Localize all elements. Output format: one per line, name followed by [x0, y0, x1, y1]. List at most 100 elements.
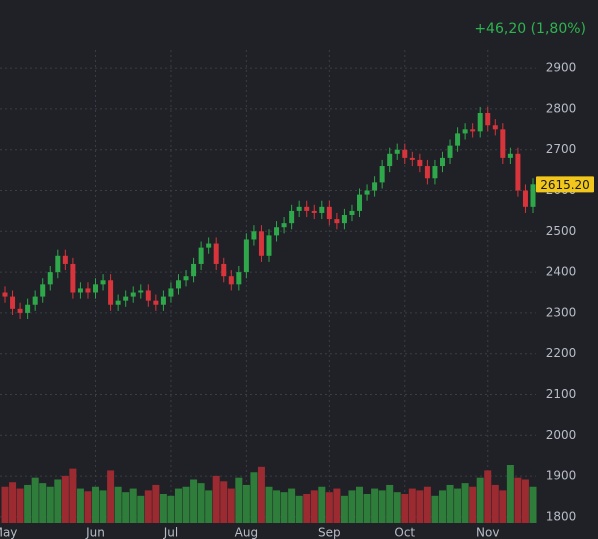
volume-bar: [280, 492, 288, 523]
candle-body: [236, 272, 242, 285]
volume-bar: [69, 468, 77, 523]
volume-bar: [325, 492, 333, 523]
candle-body: [55, 255, 61, 273]
candle-body: [417, 159, 423, 167]
candle-body: [394, 149, 400, 154]
y-tick-label: 2400: [546, 265, 577, 279]
volume-bar: [1, 486, 9, 523]
candle-body: [455, 133, 461, 146]
candle-body: [130, 292, 136, 297]
volume-bar: [408, 488, 416, 523]
x-tick-label: Aug: [235, 526, 258, 539]
candle-body: [296, 206, 302, 211]
candle-body: [462, 129, 468, 134]
volume-bar: [295, 495, 303, 523]
volume-bar: [250, 472, 258, 523]
candle-body: [500, 129, 506, 158]
volume-bar: [529, 486, 537, 523]
volume-bar: [348, 490, 356, 523]
volume-bar: [122, 492, 130, 523]
candle-body: [17, 308, 23, 313]
candle-body: [341, 214, 347, 224]
candle-body: [115, 300, 121, 305]
candle-body: [93, 284, 99, 293]
volume-bar: [257, 466, 265, 523]
candle-body: [311, 210, 317, 213]
volume-bar: [484, 470, 492, 523]
candle-body: [40, 284, 46, 297]
volume-bar: [167, 495, 175, 523]
y-tick-label: 2100: [546, 387, 577, 401]
candle-body: [470, 129, 476, 132]
volume-bar: [235, 477, 243, 523]
x-tick-label: Jun: [85, 526, 105, 539]
candle-body: [387, 153, 393, 167]
candle-body: [379, 166, 385, 183]
volume-bar: [423, 486, 431, 523]
y-tick-label: 1800: [546, 509, 577, 523]
candle-body: [123, 296, 129, 301]
volume-bar: [461, 483, 469, 523]
candle-body: [364, 190, 370, 195]
last-price-box: [536, 176, 594, 193]
volume-bar: [54, 479, 62, 523]
candle-body: [206, 243, 212, 248]
volume-bar: [401, 494, 409, 523]
candle-body: [85, 288, 91, 293]
candle-body: [319, 206, 325, 213]
volume-bar: [182, 486, 190, 523]
x-tick-label: Oct: [394, 526, 415, 539]
volume-bar: [393, 492, 401, 523]
volume-bar: [107, 470, 115, 523]
candle-body: [274, 227, 280, 236]
candle-body: [228, 276, 234, 285]
candle-body: [138, 290, 144, 293]
volume-bar: [469, 486, 477, 523]
volume-bar: [310, 490, 318, 523]
candle-body: [108, 280, 114, 305]
candle-body: [213, 243, 219, 264]
volume-bar: [190, 479, 198, 523]
candle-body: [258, 231, 264, 256]
candle-body: [221, 263, 227, 277]
y-tick-label: 1900: [546, 469, 577, 483]
volume-bar: [220, 481, 228, 523]
volume-bar: [476, 477, 484, 523]
volume-bar: [499, 490, 507, 523]
y-tick-label: 2700: [546, 142, 577, 156]
volume-bar: [363, 494, 371, 523]
volume-bar: [446, 484, 454, 523]
candle-body: [530, 184, 536, 207]
volume-bar: [265, 486, 273, 523]
candle-body: [349, 210, 355, 215]
volume-bar: [371, 488, 379, 523]
x-tick-label: May: [0, 526, 17, 539]
candle-body: [100, 280, 106, 285]
volume-bar: [99, 490, 107, 523]
volume-bar: [514, 477, 522, 523]
volume-bar: [16, 488, 24, 523]
x-tick-label: Jul: [163, 526, 178, 539]
volume-bar: [144, 490, 152, 523]
candle-body: [447, 145, 453, 158]
candle-body: [266, 235, 272, 256]
volume-bar: [24, 484, 32, 523]
candle-body: [70, 263, 76, 293]
candle-body: [251, 231, 257, 240]
volume-bar: [378, 490, 386, 523]
y-tick-label: 2300: [546, 305, 577, 319]
volume-bar: [205, 490, 213, 523]
volume-bar: [431, 495, 439, 523]
candle-body: [191, 263, 197, 277]
volume-bar: [454, 488, 462, 523]
candle-body: [183, 276, 189, 281]
volume-bar: [84, 491, 92, 523]
volume-bar: [438, 490, 446, 523]
volume-bar: [318, 486, 326, 523]
volume-bar: [333, 488, 341, 523]
volume-bar: [273, 490, 281, 523]
candle-body: [439, 157, 445, 167]
volume-bar: [197, 483, 205, 523]
candle-body: [47, 272, 53, 285]
candle-body: [334, 219, 340, 224]
